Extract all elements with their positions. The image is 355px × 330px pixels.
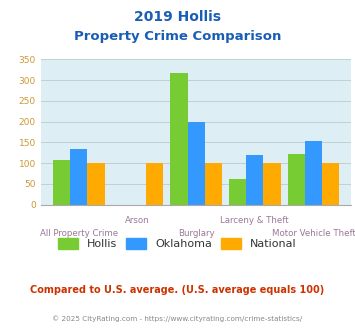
Legend: Hollis, Oklahoma, National: Hollis, Oklahoma, National [54,234,301,253]
Bar [263,163,281,205]
Bar [205,163,222,205]
Text: 2019 Hollis: 2019 Hollis [134,10,221,24]
Text: Motor Vehicle Theft: Motor Vehicle Theft [272,229,355,238]
Bar [305,141,322,205]
Text: Property Crime Comparison: Property Crime Comparison [74,30,281,43]
Text: Arson: Arson [125,216,150,225]
Bar [146,163,163,205]
Text: © 2025 CityRating.com - https://www.cityrating.com/crime-statistics/: © 2025 CityRating.com - https://www.city… [53,315,302,322]
Text: Compared to U.S. average. (U.S. average equals 100): Compared to U.S. average. (U.S. average … [31,285,324,295]
Bar [187,122,205,205]
Bar [229,179,246,205]
Bar [322,163,339,205]
Bar [70,148,87,205]
Bar [288,154,305,205]
Bar [246,155,263,205]
Text: All Property Crime: All Property Crime [40,229,118,238]
Text: Burglary: Burglary [178,229,214,238]
Bar [170,73,187,205]
Bar [53,160,70,205]
Bar [87,163,105,205]
Text: Larceny & Theft: Larceny & Theft [220,216,289,225]
